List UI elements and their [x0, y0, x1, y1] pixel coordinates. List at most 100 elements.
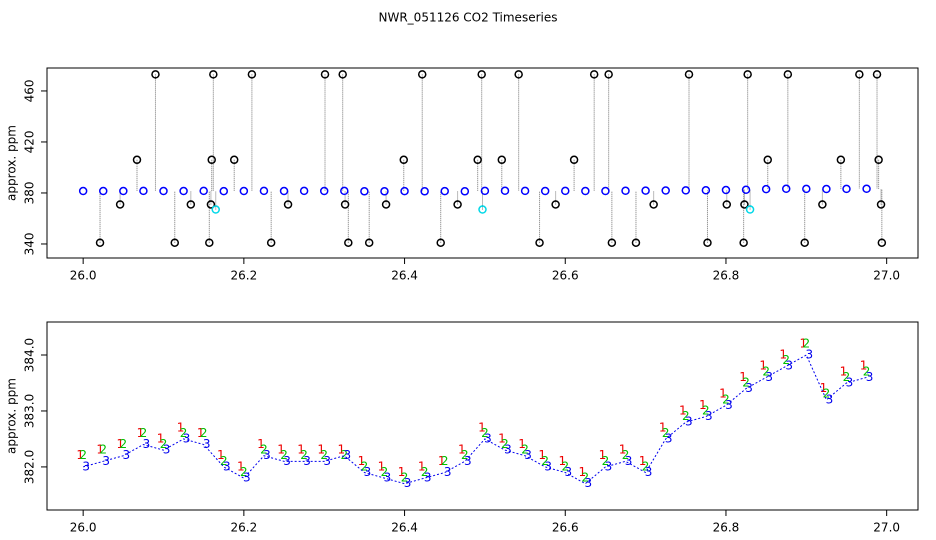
point-marker: 2	[843, 370, 851, 384]
point	[380, 187, 389, 196]
point-marker: 3	[826, 392, 834, 406]
point-marker: 1	[96, 443, 104, 457]
point-marker: 1	[820, 381, 828, 395]
point-marker: 3	[223, 459, 231, 473]
point	[722, 200, 732, 209]
point	[745, 205, 755, 214]
point	[320, 70, 330, 79]
point	[740, 200, 749, 209]
point	[818, 200, 827, 209]
point-marker: 1	[599, 448, 607, 462]
point	[400, 186, 409, 196]
point	[239, 186, 249, 196]
point-marker: 1	[117, 437, 125, 451]
point-marker: 3	[484, 431, 492, 445]
point	[822, 184, 831, 194]
series-line	[83, 354, 867, 485]
point-marker: 1	[76, 448, 84, 462]
point	[604, 70, 613, 79]
point	[703, 238, 712, 247]
point-marker: 3	[102, 454, 110, 468]
point-marker: 1	[458, 443, 466, 457]
point-marker: 3	[504, 443, 512, 457]
point	[420, 187, 429, 196]
point	[872, 70, 882, 79]
point-marker: 3	[323, 454, 331, 468]
point	[561, 186, 570, 196]
point-marker: 2	[823, 387, 831, 401]
point-marker: 3	[805, 348, 813, 362]
point-marker: 1	[518, 437, 526, 451]
point	[159, 186, 168, 196]
point-marker: 1	[297, 443, 305, 457]
point-marker: 1	[840, 364, 848, 378]
point	[802, 184, 811, 194]
y-tick-label: 420	[23, 131, 37, 154]
point-marker: 1	[317, 443, 325, 457]
point-marker: 2	[662, 426, 670, 440]
x-tick-label: 26.8	[713, 521, 740, 535]
point	[259, 186, 269, 196]
point	[139, 186, 148, 196]
point-marker: 2	[722, 392, 730, 406]
point-marker: 2	[99, 443, 107, 457]
point	[186, 200, 196, 209]
point-marker: 2	[642, 459, 650, 473]
x-tick-label: 26.0	[70, 269, 97, 283]
point	[621, 186, 630, 196]
point-marker: 3	[605, 459, 613, 473]
point	[681, 186, 691, 195]
point	[319, 186, 329, 196]
point-marker: 2	[280, 448, 288, 462]
point-marker: 2	[160, 437, 168, 451]
point-marker: 2	[180, 426, 188, 440]
point	[874, 155, 883, 165]
point-marker: 2	[220, 454, 228, 468]
point	[876, 200, 886, 209]
x-tick-label: 27.0	[873, 521, 900, 535]
point-marker: 1	[759, 359, 767, 373]
point	[641, 186, 650, 195]
point-marker: 1	[779, 348, 787, 362]
point	[205, 238, 214, 247]
point-marker: 2	[120, 437, 128, 451]
point	[98, 186, 108, 196]
point	[535, 238, 544, 247]
point	[862, 184, 871, 194]
point-marker: 3	[765, 370, 773, 384]
point-marker: 2	[561, 459, 569, 473]
point-marker: 1	[398, 465, 406, 479]
point-marker: 2	[501, 437, 509, 451]
point	[601, 186, 610, 196]
point-marker: 1	[418, 459, 426, 473]
point-marker: 3	[846, 375, 854, 389]
point	[763, 155, 772, 165]
plot-frame	[46, 321, 919, 511]
point	[781, 184, 791, 194]
point	[477, 70, 486, 79]
point-marker: 1	[739, 370, 747, 384]
point	[199, 186, 208, 196]
point	[478, 205, 487, 214]
point-marker: 2	[481, 426, 489, 440]
point-marker: 1	[438, 454, 446, 468]
point	[340, 200, 350, 209]
point	[229, 155, 239, 165]
point-marker: 1	[217, 448, 225, 462]
point-marker: 1	[197, 426, 205, 440]
point-marker: 3	[263, 448, 271, 462]
point	[266, 238, 276, 247]
point-marker: 1	[498, 431, 506, 445]
x-tick-label: 26.6	[552, 269, 579, 283]
point-marker: 2	[200, 426, 208, 440]
point	[607, 238, 617, 247]
point-marker: 1	[558, 454, 566, 468]
point	[119, 186, 128, 196]
point-marker: 1	[538, 448, 546, 462]
point	[211, 205, 220, 214]
point-marker: 2	[521, 443, 529, 457]
point-marker: 3	[203, 437, 211, 451]
x-tick-label: 26.6	[552, 521, 579, 535]
point-marker: 3	[464, 454, 472, 468]
